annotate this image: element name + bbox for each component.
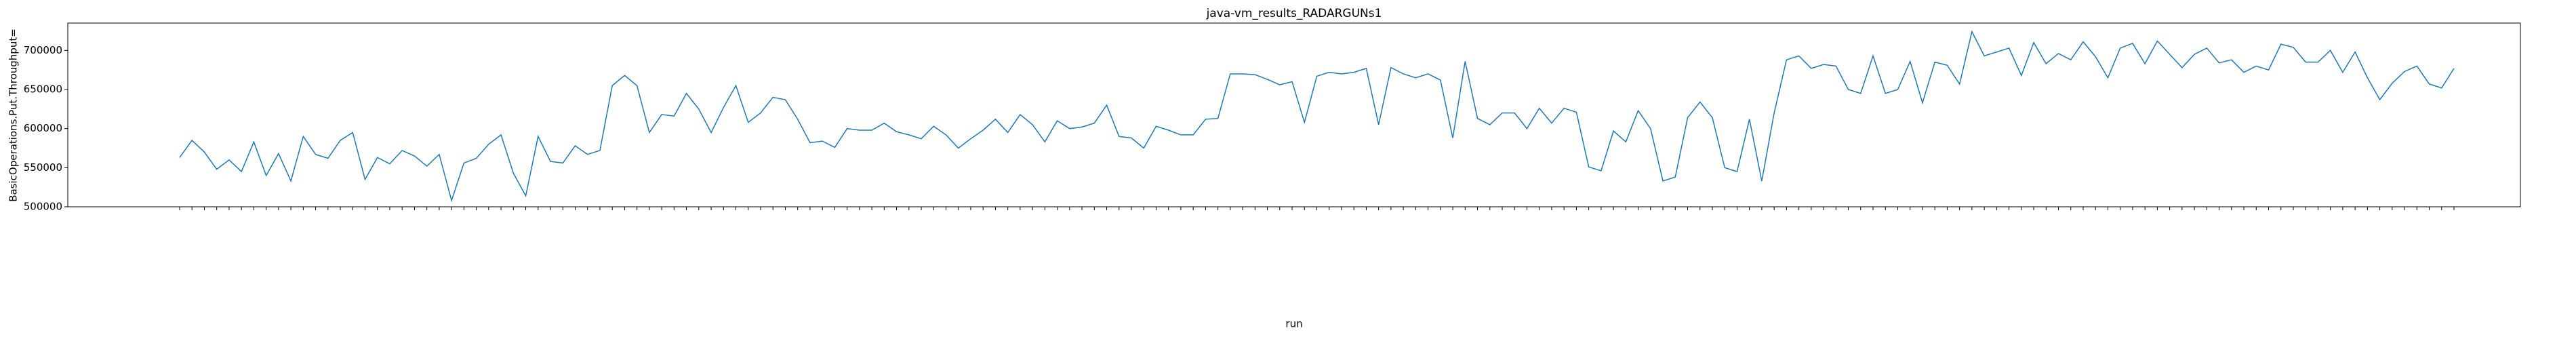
chart-title: java-vm_results_RADARGUNs1	[1206, 7, 1382, 20]
y-axis-label: BasicOperations.Put.Throughput=	[7, 28, 20, 202]
y-tick-label: 650000	[24, 83, 62, 96]
y-tick-label: 600000	[24, 122, 62, 134]
x-axis-label: run	[1285, 318, 1302, 330]
y-tick-label: 550000	[24, 161, 62, 174]
y-tick-label: 700000	[24, 44, 62, 56]
y-tick-label: 500000	[24, 201, 62, 213]
data-line	[179, 30, 2455, 203]
plot-frame	[67, 22, 2521, 207]
